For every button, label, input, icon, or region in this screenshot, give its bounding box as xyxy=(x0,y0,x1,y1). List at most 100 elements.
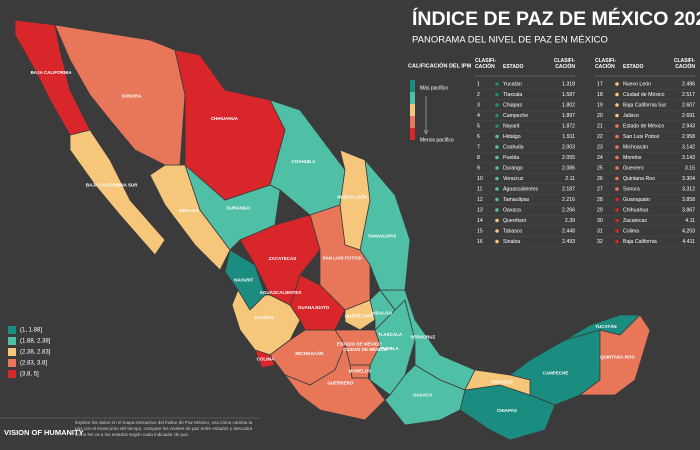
state-label: Estado de México xyxy=(337,339,382,346)
state-name: Colima xyxy=(623,228,639,234)
scale-bottom: Menos pacífico xyxy=(420,137,454,143)
rank: 31 xyxy=(597,228,603,234)
score: 3.858 xyxy=(682,197,695,203)
rank: 24 xyxy=(597,155,603,161)
rank-dot xyxy=(615,113,619,118)
rank: 21 xyxy=(597,123,603,129)
score: 3.312 xyxy=(682,186,695,192)
score: 3.15 xyxy=(685,165,695,171)
state xyxy=(309,204,371,311)
legend-label: (3.8, 5] xyxy=(20,372,39,378)
state-name: Querétaro xyxy=(503,218,526,224)
rank-dot xyxy=(495,155,499,160)
rank-dot xyxy=(495,134,499,139)
rank-dot xyxy=(615,176,619,181)
score: 3.142 xyxy=(682,144,695,150)
state-name: Campeche xyxy=(503,113,528,119)
legend-label: (1, 1.88] xyxy=(20,328,42,334)
rank: 13 xyxy=(477,207,483,213)
state-name: Quintana Roo xyxy=(623,176,655,182)
rank-dot xyxy=(615,239,619,244)
rank-dot xyxy=(495,176,499,181)
rank-dot xyxy=(495,166,499,170)
rank-dot xyxy=(495,197,499,202)
rank: 6 xyxy=(477,134,480,140)
state-label: Durango xyxy=(227,205,251,210)
rank-dot xyxy=(615,134,619,139)
score: 1.872 xyxy=(562,123,575,129)
state-name: Oaxaca xyxy=(503,207,521,213)
state-label: Puebla xyxy=(380,346,399,351)
rank: 18 xyxy=(597,92,603,98)
score: 2.216 xyxy=(562,197,575,203)
score: 2.11 xyxy=(565,176,575,182)
state-name: Nuevo León xyxy=(623,81,651,87)
state xyxy=(14,19,91,136)
state-label: Veracruz xyxy=(410,334,435,339)
rank-dot xyxy=(615,197,619,202)
state-name: Baja California xyxy=(623,239,657,245)
state-label: Yucatán xyxy=(595,323,617,329)
rank-dot xyxy=(615,92,619,97)
score: 1.587 xyxy=(562,92,575,98)
legend-swatch xyxy=(8,359,16,367)
footer-note-box: Explore los datos en el mapa interactivo… xyxy=(75,420,252,437)
rank: 11 xyxy=(477,186,482,192)
scale-arrow-head xyxy=(423,129,429,135)
rank: 12 xyxy=(477,197,483,203)
score: 2.448 xyxy=(562,228,575,234)
state-name: Aguascalientes xyxy=(503,186,539,192)
rank-dot xyxy=(615,82,619,86)
table-header-box: CLASIFI-CACIÓN xyxy=(595,58,616,70)
state-name: Zacatecas xyxy=(623,218,647,224)
state-label: Guanajuato xyxy=(298,305,330,310)
rank: 28 xyxy=(597,197,603,203)
scale-segment xyxy=(410,92,415,104)
state xyxy=(254,349,276,369)
state xyxy=(69,129,166,256)
state-name: Tamaulipas xyxy=(503,197,530,203)
rank: 27 xyxy=(597,186,603,192)
score: 3.304 xyxy=(682,176,695,182)
rank-dot xyxy=(495,145,499,149)
legend-label: (2.83, 3.8] xyxy=(20,361,47,367)
state-label: Guerrero xyxy=(327,381,354,386)
scale-title: CALIFICACIÓN DEL IPM xyxy=(408,61,472,69)
score: 4.203 xyxy=(682,228,695,234)
score: 1.897 xyxy=(562,113,575,119)
rank: 22 xyxy=(597,134,603,140)
legend-swatch xyxy=(8,348,16,356)
rank: 8 xyxy=(477,155,480,161)
score: 3.867 xyxy=(682,207,695,213)
brand: VISION OF HUMANITY xyxy=(4,428,84,437)
scale-segment xyxy=(410,104,415,116)
state-label: Zacatecas xyxy=(269,256,296,261)
rank: 7 xyxy=(477,144,480,150)
rank-dot xyxy=(495,124,499,128)
rank: 20 xyxy=(597,113,603,119)
legend-swatch xyxy=(8,326,16,334)
score: 2.055 xyxy=(562,155,575,161)
rank-dot xyxy=(615,218,619,223)
scale-segment xyxy=(410,128,415,140)
score: 2.086 xyxy=(562,165,575,171)
state-name: Yucatán xyxy=(503,81,522,87)
score: 4.411 xyxy=(682,239,695,245)
score: 1.802 xyxy=(562,102,575,108)
rank-dot xyxy=(495,218,499,223)
rank: 26 xyxy=(597,176,603,182)
score: 2.003 xyxy=(562,144,575,150)
state-label: Sonora xyxy=(122,94,143,99)
rank: 5 xyxy=(477,123,480,129)
state xyxy=(289,274,346,331)
state-label: Colima xyxy=(257,357,275,362)
state-name: Sinaloa xyxy=(503,239,520,245)
legend-label: (2.38, 2.83] xyxy=(20,350,51,356)
rank: 23 xyxy=(597,144,603,150)
state-name: Veracruz xyxy=(503,176,524,182)
state-name: Tlaxcala xyxy=(503,92,522,98)
rank-dot xyxy=(615,155,619,160)
state-label: Michoacán xyxy=(295,350,323,356)
rank-dot xyxy=(495,229,499,233)
state-name: Puebla xyxy=(503,155,519,161)
